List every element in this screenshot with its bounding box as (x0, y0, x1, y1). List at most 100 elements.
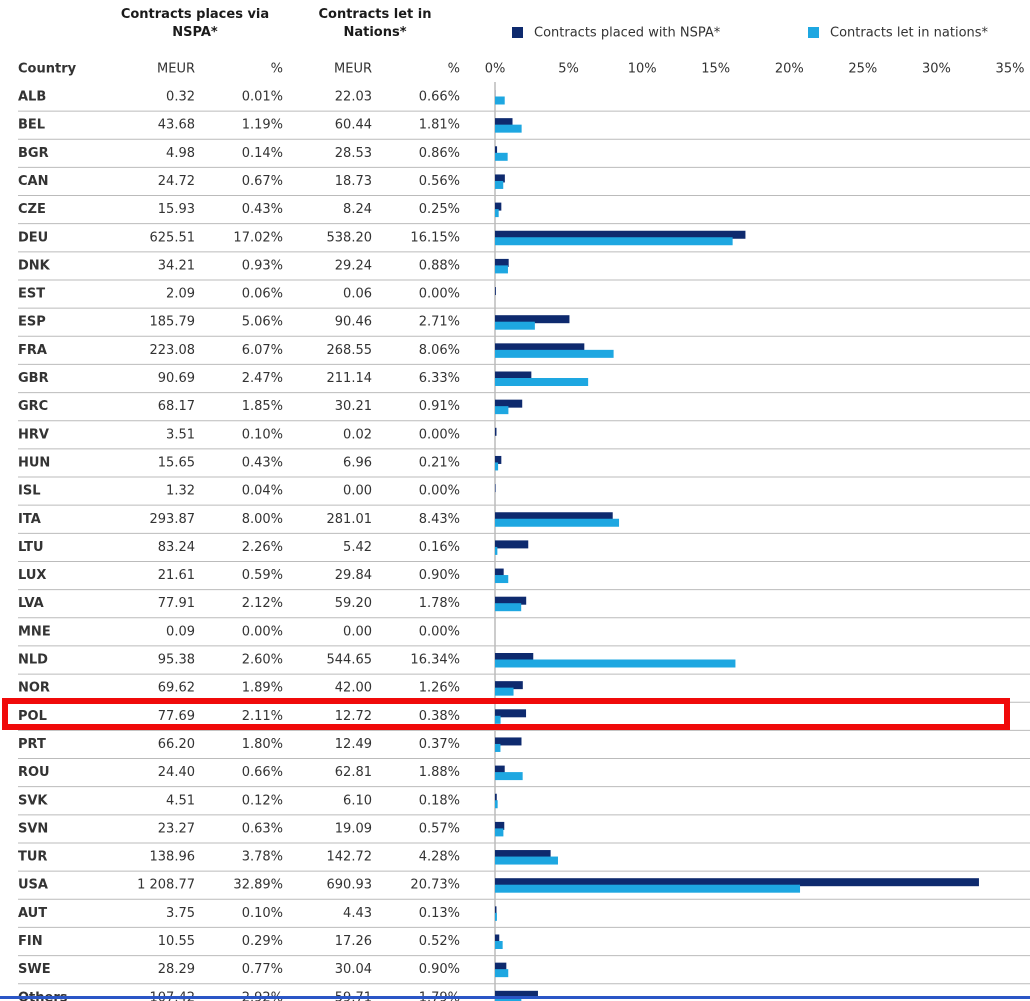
bar (495, 209, 499, 218)
country: PRT (18, 737, 46, 752)
percent-cell: 0.18% (419, 793, 460, 808)
country: ESP (18, 315, 46, 330)
bar (495, 912, 497, 921)
meur-cell: 59.71 (335, 990, 372, 1001)
meur-cell: 34.21 (158, 258, 195, 273)
bar (495, 575, 509, 584)
column-label: Country (18, 62, 77, 77)
x-tick-label: 25% (848, 62, 877, 77)
percent-cell: 0.56% (419, 174, 460, 189)
percent-cell: 0.00% (419, 427, 460, 442)
percent-cell: 8.06% (419, 343, 460, 358)
percent-cell: 0.29% (242, 934, 283, 949)
bar (495, 96, 505, 105)
bar (495, 124, 522, 133)
percent-cell: 32.89% (233, 878, 283, 893)
meur-cell: 223.08 (150, 343, 196, 358)
meur-cell: 3.75 (166, 906, 195, 921)
percent-cell: 0.38% (419, 709, 460, 724)
bar (495, 934, 500, 943)
meur-cell: 59.20 (335, 596, 372, 611)
x-tick-label: 15% (701, 62, 730, 77)
percent-cell: 0.10% (242, 906, 283, 921)
meur-cell: 138.96 (150, 850, 196, 865)
percent-cell: 4.28% (419, 850, 460, 865)
country: DEU (18, 230, 48, 245)
bar (495, 315, 570, 324)
x-tick-label: 20% (775, 62, 804, 77)
meur-cell: 17.26 (335, 934, 372, 949)
meur-cell: 142.72 (327, 850, 373, 865)
bar (495, 406, 509, 415)
country: ROU (18, 765, 50, 780)
meur-cell: 0.02 (343, 427, 372, 442)
bar (495, 737, 522, 746)
country: CAN (18, 174, 48, 189)
column-label: % (448, 62, 460, 77)
x-tick-label: 35% (996, 62, 1025, 77)
meur-cell: 293.87 (150, 512, 196, 527)
meur-cell: 23.27 (158, 821, 195, 836)
bar (495, 349, 614, 358)
meur-cell: 42.00 (335, 681, 372, 696)
bar (495, 180, 504, 189)
country: DNK (18, 258, 51, 273)
percent-cell: 0.10% (242, 427, 283, 442)
percent-cell: 2.92% (242, 990, 283, 1001)
country: ALB (18, 90, 46, 105)
percent-cell: 5.06% (242, 315, 283, 330)
bar (495, 237, 733, 246)
highlight-box (2, 698, 1010, 730)
x-tick-label: 10% (628, 62, 657, 77)
meur-cell: 2.09 (166, 287, 195, 302)
meur-cell: 30.04 (335, 962, 372, 977)
bar (495, 715, 501, 724)
percent-cell: 8.00% (242, 512, 283, 527)
percent-cell: 2.71% (419, 315, 460, 330)
meur-cell: 66.20 (158, 737, 195, 752)
meur-cell: 60.44 (335, 118, 372, 133)
percent-cell: 0.90% (419, 568, 460, 583)
percent-cell: 0.59% (242, 568, 283, 583)
percent-cell: 1.85% (242, 399, 283, 414)
country: SVN (18, 821, 48, 836)
percent-cell: 1.78% (419, 596, 460, 611)
bar (495, 850, 551, 859)
country: ITA (18, 512, 41, 527)
meur-cell: 544.65 (327, 653, 373, 668)
bar (495, 518, 620, 527)
country: SWE (18, 962, 51, 977)
percent-cell: 0.13% (419, 906, 460, 921)
meur-cell: 6.96 (343, 455, 372, 470)
meur-cell: 12.49 (335, 737, 372, 752)
percent-cell: 1.19% (242, 118, 283, 133)
percent-cell: 0.88% (419, 258, 460, 273)
bar (495, 653, 534, 661)
bar (495, 540, 529, 549)
bar (495, 659, 736, 668)
bar (495, 828, 504, 837)
country: AUT (18, 906, 47, 921)
percent-cell: 0.86% (419, 146, 460, 161)
meur-cell: 10.55 (158, 934, 195, 949)
percent-cell: 20.73% (410, 878, 460, 893)
country: NLD (18, 653, 48, 668)
country: BEL (18, 118, 45, 133)
country: FIN (18, 934, 43, 949)
meur-cell: 15.93 (158, 202, 195, 217)
percent-cell: 0.00% (242, 624, 283, 639)
group-header: Contracts places via NSPA* (120, 7, 270, 40)
bar (495, 969, 509, 978)
bar (495, 884, 801, 893)
column-label: MEUR (157, 62, 195, 77)
percent-cell: 0.21% (419, 455, 460, 470)
percent-cell: 0.00% (419, 624, 460, 639)
country: GBR (18, 371, 49, 386)
country: SVK (18, 793, 48, 808)
bar (495, 743, 501, 752)
bar (495, 962, 507, 971)
meur-cell: 68.17 (158, 399, 195, 414)
legend-label: Contracts let in nations* (830, 26, 989, 41)
meur-cell: 4.51 (166, 793, 195, 808)
